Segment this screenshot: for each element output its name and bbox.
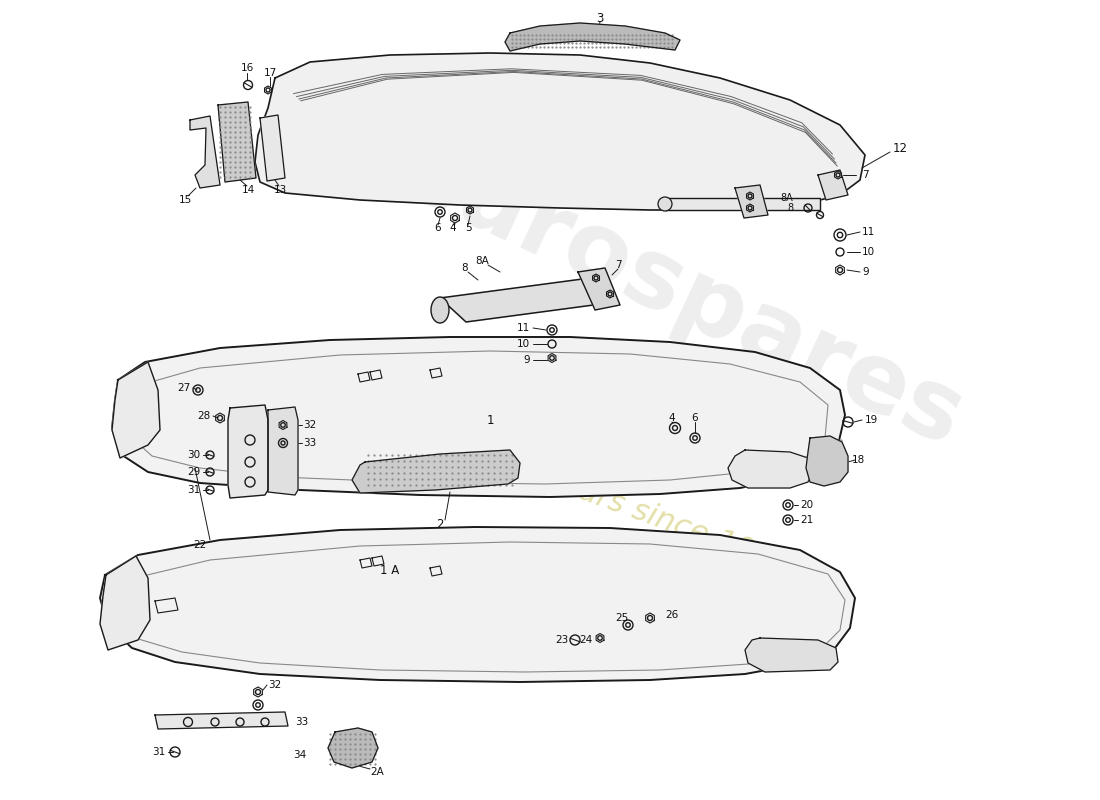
Text: 6: 6 — [434, 223, 441, 233]
Text: 8: 8 — [462, 263, 469, 273]
Text: 28: 28 — [197, 411, 210, 421]
Text: 8A: 8A — [780, 193, 793, 203]
Polygon shape — [100, 556, 150, 650]
Text: 10: 10 — [517, 339, 530, 349]
Text: 12: 12 — [892, 142, 907, 154]
Text: 18: 18 — [851, 455, 865, 465]
Text: 31: 31 — [152, 747, 165, 757]
Polygon shape — [806, 436, 848, 486]
Text: 7: 7 — [615, 260, 622, 270]
Polygon shape — [228, 405, 268, 498]
Polygon shape — [505, 23, 680, 51]
Text: 32: 32 — [268, 680, 282, 690]
Text: 24: 24 — [580, 635, 593, 645]
Text: 17: 17 — [263, 68, 276, 78]
Text: 1: 1 — [486, 414, 494, 426]
Text: 5: 5 — [464, 223, 471, 233]
Polygon shape — [440, 278, 616, 322]
Polygon shape — [328, 728, 378, 768]
Polygon shape — [745, 638, 838, 672]
Text: a passion for cars since 1985: a passion for cars since 1985 — [365, 400, 794, 580]
Polygon shape — [728, 450, 812, 488]
Polygon shape — [352, 450, 520, 493]
Text: 2: 2 — [437, 518, 443, 531]
Text: eurospares: eurospares — [382, 123, 978, 467]
Text: 7: 7 — [862, 170, 869, 180]
Text: 11: 11 — [517, 323, 530, 333]
Text: 4: 4 — [669, 413, 675, 423]
Text: 25: 25 — [615, 613, 628, 623]
Ellipse shape — [431, 297, 449, 323]
Text: 8A: 8A — [475, 256, 488, 266]
Text: 19: 19 — [865, 415, 878, 425]
Text: 11: 11 — [862, 227, 876, 237]
Text: 13: 13 — [274, 185, 287, 195]
Text: 15: 15 — [178, 195, 191, 205]
Text: 1 A: 1 A — [381, 563, 399, 577]
Text: 9: 9 — [524, 355, 530, 365]
Text: 22: 22 — [194, 540, 207, 550]
Text: 30: 30 — [187, 450, 200, 460]
Text: 29: 29 — [187, 467, 200, 477]
Text: 2A: 2A — [370, 767, 384, 777]
Text: 31: 31 — [187, 485, 200, 495]
Polygon shape — [578, 268, 620, 310]
Text: 21: 21 — [800, 515, 813, 525]
Polygon shape — [100, 527, 855, 682]
Polygon shape — [735, 185, 768, 218]
Polygon shape — [818, 170, 848, 200]
Text: 6: 6 — [692, 413, 698, 423]
Text: 9: 9 — [862, 267, 869, 277]
Text: 4: 4 — [450, 223, 456, 233]
Polygon shape — [255, 53, 865, 210]
Polygon shape — [268, 407, 298, 495]
Text: 10: 10 — [862, 247, 876, 257]
Polygon shape — [666, 198, 820, 210]
Text: 3: 3 — [596, 11, 604, 25]
Text: 27: 27 — [177, 383, 190, 393]
Polygon shape — [190, 116, 220, 188]
Polygon shape — [155, 712, 288, 729]
Text: 8: 8 — [786, 203, 793, 213]
Text: 33: 33 — [302, 438, 317, 448]
Polygon shape — [112, 362, 160, 458]
Text: 26: 26 — [666, 610, 679, 620]
Text: 14: 14 — [241, 185, 254, 195]
Text: 20: 20 — [800, 500, 813, 510]
Polygon shape — [260, 115, 285, 181]
Text: 34: 34 — [294, 750, 307, 760]
Polygon shape — [112, 337, 845, 497]
Text: 33: 33 — [295, 717, 308, 727]
Ellipse shape — [658, 197, 672, 211]
Text: 23: 23 — [554, 635, 568, 645]
Polygon shape — [218, 102, 256, 182]
Text: 16: 16 — [241, 63, 254, 73]
Text: 32: 32 — [302, 420, 317, 430]
